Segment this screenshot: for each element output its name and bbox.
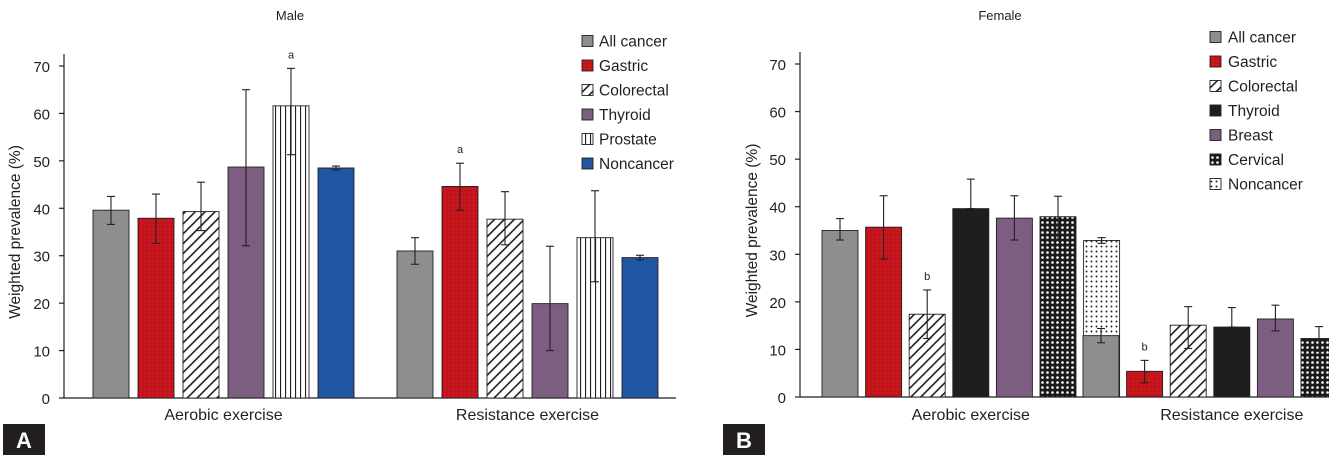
legend-swatch: [581, 157, 594, 170]
legend-label: Colorectal: [599, 83, 669, 100]
significance-note: a: [288, 49, 295, 61]
y-tick-label: 30: [769, 247, 786, 264]
legend-swatch: [581, 84, 594, 96]
y-tick-label: 70: [33, 59, 50, 76]
y-tick-label: 20: [769, 295, 786, 312]
legend-label: All cancer: [599, 34, 667, 51]
legend-label: Gastric: [599, 58, 648, 75]
bar-all-cancer-aerobic: [821, 230, 859, 398]
y-tick-label: 20: [33, 296, 50, 313]
panel-label-box: [3, 424, 45, 455]
legend-label: Thyroid: [599, 107, 651, 124]
legend-label: Noncancer: [1228, 177, 1303, 194]
x-category-label: Resistance exercise: [1160, 407, 1303, 424]
y-tick-label: 40: [769, 200, 786, 217]
panel-label: A: [16, 428, 32, 453]
y-tick-label: 60: [769, 105, 786, 122]
bar-all-cancer-resistance: [1082, 335, 1120, 398]
y-tick-label: 60: [33, 106, 50, 123]
legend-swatch: [1209, 55, 1222, 68]
significance-note: b: [1142, 341, 1148, 353]
legend-label: Noncancer: [599, 156, 674, 173]
y-tick-label: 0: [42, 391, 50, 408]
bar-breast-resistance: [1256, 318, 1294, 398]
legend-swatch: [581, 133, 594, 145]
panel-label: B: [736, 428, 752, 453]
bar-noncancer-aerobic: [317, 167, 355, 399]
legend-label: All cancer: [1228, 30, 1296, 47]
legend-label: Thyroid: [1228, 103, 1280, 120]
bar-breast-aerobic: [995, 217, 1033, 398]
legend-swatch: [1209, 31, 1222, 43]
x-category-label: Aerobic exercise: [164, 407, 282, 424]
bar-colorectal-aerobic: [182, 211, 220, 399]
female-chart-panel: Female 0 10 20 30 40 50 60 70 Weighted prevalence…: [723, 8, 1329, 455]
legend-label: Cervical: [1228, 152, 1284, 169]
x-category-label: Resistance exercise: [456, 407, 599, 424]
bar-colorectal-resistance: [486, 218, 524, 399]
y-tick-label: 50: [769, 152, 786, 169]
legend-label: Gastric: [1228, 54, 1277, 71]
legend-swatch: [581, 108, 594, 121]
legend-label: Breast: [1228, 128, 1273, 145]
bar-thyroid-resistance: [1213, 326, 1251, 398]
bar-gastric-aerobic: [137, 217, 175, 399]
legend-swatch: [1209, 80, 1222, 92]
y-tick-label: 30: [33, 249, 50, 266]
legend-swatch: [1209, 178, 1222, 190]
y-tick-label: 50: [33, 154, 50, 171]
male-chart-panel: Male 0 10 20 30 40 50 60 70 Weighted prevalence (…: [3, 8, 676, 455]
legend-swatch: [1209, 129, 1222, 141]
bar-all-cancer-resistance: [396, 250, 434, 399]
y-tick-label: 10: [33, 344, 50, 361]
bar-cervical-resistance: [1300, 338, 1329, 398]
legend-swatch: [1209, 104, 1222, 117]
chart-title: Male: [276, 8, 304, 23]
y-tick-label: 10: [769, 342, 786, 359]
significance-note: a: [457, 144, 464, 156]
bar-thyroid-aerobic: [952, 208, 990, 398]
bar-cervical-aerobic: [1039, 216, 1077, 398]
y-tick-label: 40: [33, 201, 50, 218]
x-category-label: Aerobic exercise: [912, 407, 1030, 424]
significance-note: b: [924, 271, 930, 283]
y-tick-label: 70: [769, 57, 786, 74]
bar-all-cancer-aerobic: [92, 209, 130, 399]
y-axis-label: Weighted prevalence (%): [744, 144, 761, 318]
legend-label: Prostate: [599, 132, 657, 149]
chart-title: Female: [978, 8, 1021, 23]
y-tick-label: 0: [778, 390, 786, 407]
y-axis-label: Weighted prevalence (%): [7, 145, 24, 319]
legend-swatch: [1209, 153, 1222, 166]
bar-gastric-resistance: [441, 186, 479, 399]
legend-label: Colorectal: [1228, 79, 1298, 96]
panel-label-box: [723, 424, 765, 455]
legend-swatch: [581, 59, 594, 72]
bar-noncancer-resistance: [621, 257, 659, 399]
legend-swatch: [581, 35, 594, 47]
